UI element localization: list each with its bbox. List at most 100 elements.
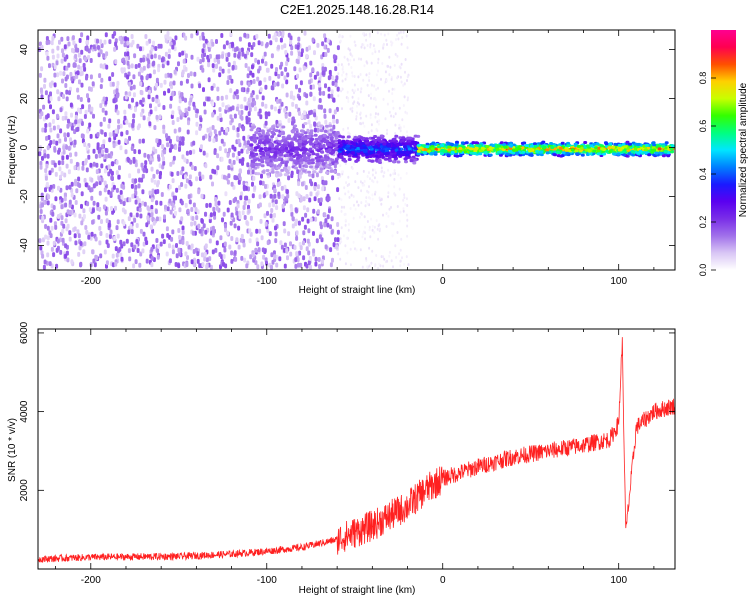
spectrogram-cell bbox=[78, 118, 82, 124]
spectrogram-cell bbox=[566, 141, 571, 145]
spectrogram-cell bbox=[259, 114, 263, 120]
spectrogram-cell bbox=[91, 219, 95, 225]
spectrogram-cell bbox=[312, 208, 316, 214]
spectrogram-cell bbox=[346, 90, 349, 94]
spectrogram-cell bbox=[177, 247, 181, 253]
spectrogram-cell bbox=[113, 46, 117, 52]
spectrogram-cell bbox=[377, 138, 382, 142]
spectrogram-cell bbox=[76, 47, 80, 53]
spectrogram-cell bbox=[357, 75, 360, 79]
spectrogram-cell bbox=[266, 151, 271, 155]
spectrogram-cells bbox=[38, 30, 675, 270]
spectrogram-cell bbox=[137, 183, 141, 189]
spectrogram-cell bbox=[46, 235, 50, 241]
spectrogram-cell bbox=[243, 257, 247, 263]
spectrogram-cell bbox=[319, 197, 323, 203]
spectrogram-cell bbox=[139, 46, 142, 52]
spectrogram-cell bbox=[145, 40, 149, 46]
spectrogram-cell bbox=[270, 145, 275, 148]
spectrogram-cell bbox=[150, 197, 154, 203]
spectrogram-cell bbox=[307, 170, 312, 174]
spectrogram-cell bbox=[285, 189, 289, 195]
spectrogram-cell bbox=[357, 186, 360, 190]
spectrogram-cell bbox=[184, 174, 187, 180]
spectrogram-cell bbox=[69, 152, 72, 158]
spectrogram-cell bbox=[358, 229, 361, 233]
spectrogram-cell bbox=[137, 71, 141, 77]
spectrogram-cell bbox=[77, 52, 81, 58]
spectrogram-cell bbox=[398, 187, 401, 191]
spectrogram-cell bbox=[267, 33, 271, 39]
spectrogram-cell bbox=[290, 207, 294, 213]
spectrogram-cell bbox=[178, 207, 182, 213]
spectrogram-cell bbox=[168, 258, 172, 264]
spectrogram-cell bbox=[73, 226, 77, 232]
spectrogram-cell bbox=[311, 37, 315, 43]
spectrogram-cell bbox=[122, 201, 126, 206]
spectrogram-cell bbox=[305, 54, 309, 59]
spectrogram-cell bbox=[132, 84, 136, 90]
spectrogram-cell bbox=[399, 126, 402, 130]
spectrogram-cell bbox=[240, 115, 244, 121]
spectrogram-cell bbox=[374, 50, 377, 54]
spectrogram-cell bbox=[237, 244, 241, 250]
spectrogram-cell bbox=[251, 193, 255, 199]
spectrogram-cell bbox=[137, 63, 141, 68]
spectrogram-cell bbox=[162, 160, 166, 166]
spectrogram-cell bbox=[152, 173, 156, 179]
spectrogram-cell bbox=[73, 233, 77, 239]
spectrogram-cell bbox=[141, 248, 145, 254]
spectrogram-cell bbox=[406, 46, 409, 50]
spectrogram-cell bbox=[90, 231, 94, 237]
spectrogram-cell bbox=[301, 123, 305, 129]
spectrogram-cell bbox=[119, 145, 123, 151]
spectrogram-cell bbox=[139, 66, 143, 72]
spectrogram-cell bbox=[170, 144, 174, 150]
spectrogram-cell bbox=[332, 97, 336, 103]
spectrogram-cell bbox=[175, 187, 179, 193]
spectrogram-cell bbox=[395, 143, 400, 147]
spectrogram-cell bbox=[303, 122, 308, 125]
spectrogram-cell bbox=[266, 210, 269, 216]
spectrogram-cell bbox=[226, 230, 229, 236]
spectrogram-cell bbox=[298, 173, 302, 179]
spectrogram-cell bbox=[220, 156, 224, 162]
spectrogram-cell bbox=[151, 216, 155, 222]
spectrogram-cell bbox=[285, 170, 290, 173]
spectrogram-cell bbox=[257, 162, 262, 166]
spectrogram-cell bbox=[255, 228, 259, 234]
spectrogram-cell bbox=[78, 245, 82, 251]
spectrogram-cell bbox=[126, 51, 130, 57]
spectrogram-cell bbox=[377, 86, 379, 90]
spectrogram-cell bbox=[97, 45, 100, 50]
spectrogram-cell bbox=[67, 169, 71, 175]
spectrogram-cell bbox=[362, 150, 367, 153]
spectrogram-cell bbox=[56, 72, 60, 78]
spectrogram-cell bbox=[112, 184, 116, 190]
spectrogram-cell bbox=[336, 172, 341, 176]
spectrogram-cell bbox=[368, 203, 371, 207]
spectrogram-cell bbox=[168, 36, 172, 42]
spectrogram-cell bbox=[347, 222, 350, 226]
spectrogram-cell bbox=[174, 210, 177, 216]
spectrogram-cell bbox=[357, 97, 360, 101]
spectrogram-cell bbox=[349, 207, 352, 210]
spectrogram-cell bbox=[299, 245, 303, 251]
spectrogram-cell bbox=[294, 161, 299, 165]
spectrogram-cell bbox=[369, 235, 372, 239]
spectrogram-cell bbox=[334, 82, 338, 88]
spectrogram-cell bbox=[59, 107, 63, 113]
spectrogram-cell bbox=[360, 189, 363, 193]
spectrogram-cell bbox=[171, 120, 175, 125]
spectrogram-cell bbox=[71, 35, 75, 41]
spectrogram-cell bbox=[83, 66, 87, 72]
spectrogram-cell bbox=[60, 197, 64, 203]
spectrogram-cell bbox=[53, 72, 57, 78]
spectrogram-cell bbox=[354, 207, 357, 211]
spectrogram-cell bbox=[350, 137, 353, 141]
spectrogram-cell bbox=[177, 263, 181, 269]
spectrogram-cell bbox=[196, 258, 200, 264]
spectrogram-cell bbox=[99, 253, 103, 259]
spectrogram-cell bbox=[323, 108, 327, 114]
spectrogram-cell bbox=[184, 66, 188, 72]
